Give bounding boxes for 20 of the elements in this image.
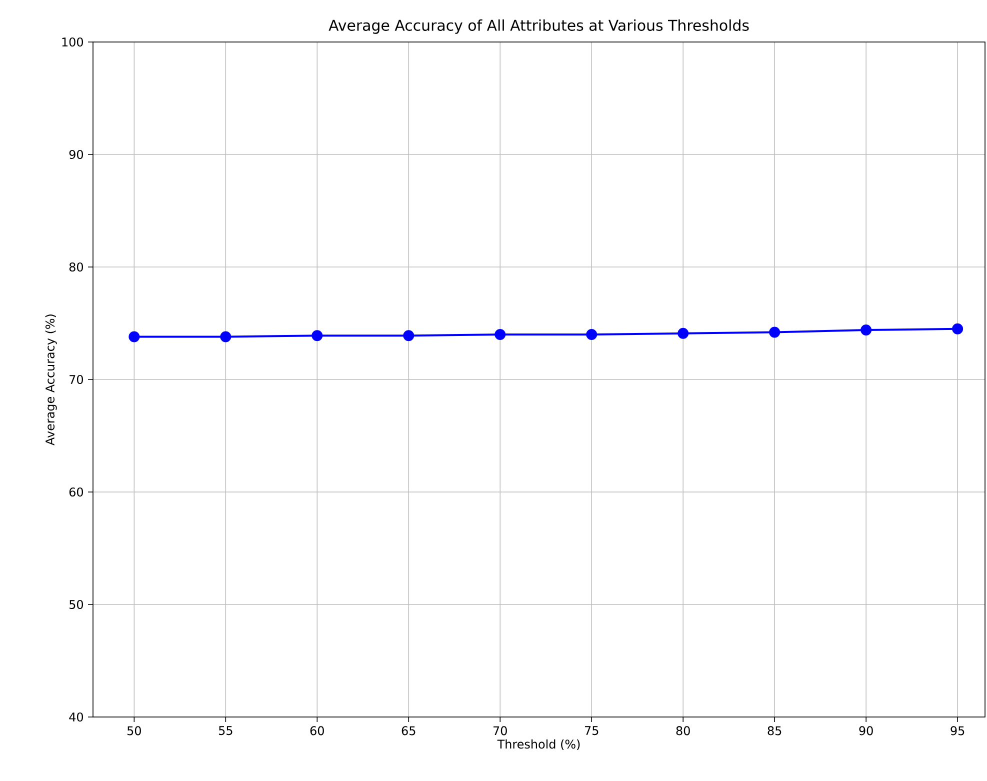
x-tick-label: 50 xyxy=(127,726,141,736)
chart-title: Average Accuracy of All Attributes at Various Thresholds xyxy=(328,19,749,34)
x-tick-label: 60 xyxy=(310,726,324,736)
y-tick-label: 90 xyxy=(69,150,84,160)
x-tick-label: 85 xyxy=(768,726,782,736)
x-tick-label: 65 xyxy=(402,726,416,736)
y-tick-label: 80 xyxy=(69,262,84,272)
x-tick-label: 80 xyxy=(676,726,690,736)
y-tick-label: 100 xyxy=(62,37,84,47)
y-tick-label: 60 xyxy=(69,487,84,497)
x-tick-label: 75 xyxy=(584,726,598,736)
x-tick-label: 70 xyxy=(494,726,507,736)
x-tick-label: 90 xyxy=(859,726,873,736)
x-axis-title: Threshold (%) xyxy=(497,739,580,750)
y-tick-label: 40 xyxy=(69,712,84,722)
x-tick-label: 95 xyxy=(950,726,964,736)
x-tick-label: 55 xyxy=(218,726,232,736)
y-tick-label: 50 xyxy=(70,600,84,610)
y-tick-label: 70 xyxy=(70,374,84,384)
y-axis-title: Average Accuracy (%) xyxy=(45,314,57,446)
